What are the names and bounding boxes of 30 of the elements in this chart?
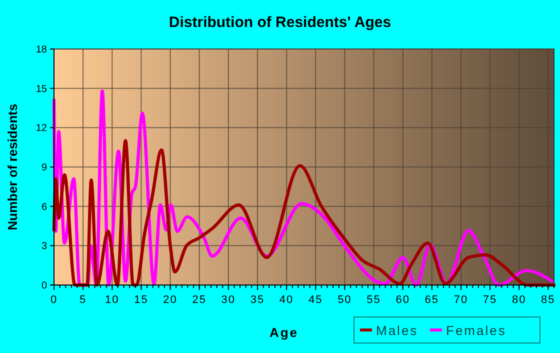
x-tick-label: 5 <box>80 294 87 306</box>
x-tick-label: 20 <box>163 294 178 306</box>
x-tick-label: 30 <box>221 294 236 306</box>
x-tick-label: 55 <box>366 294 381 306</box>
x-tick-label: 75 <box>482 294 498 306</box>
legend-label: Females <box>446 323 506 338</box>
x-tick-label: 45 <box>308 294 323 306</box>
y-tick-label: 12 <box>36 123 48 134</box>
x-tick-label: 0 <box>50 294 58 306</box>
legend-label: Males <box>376 323 418 338</box>
chart-title: Distribution of Residents' Ages <box>168 14 392 31</box>
y-tick-label: 9 <box>41 162 48 174</box>
x-tick-label: 80 <box>512 294 526 306</box>
x-axis-title: Age <box>269 325 299 340</box>
y-tick-label: 3 <box>41 241 48 252</box>
x-tick-label: 15 <box>134 294 148 306</box>
y-axis-title: Number of residents <box>5 104 20 230</box>
x-tick-label: 35 <box>250 294 265 306</box>
x-tick-label: 65 <box>424 294 440 306</box>
x-tick-label: 40 <box>279 294 294 306</box>
x-tick-label: 50 <box>338 294 352 306</box>
y-tick-label: 0 <box>41 280 48 292</box>
x-tick-label: 70 <box>454 294 468 306</box>
x-tick-label: 10 <box>105 294 120 306</box>
y-tick-label: 18 <box>36 44 48 56</box>
y-tick-label: 15 <box>36 84 48 95</box>
y-tick-label: 6 <box>41 202 48 213</box>
x-tick-label: 60 <box>396 294 410 306</box>
x-tick-label: 25 <box>192 294 206 306</box>
x-tick-label: 85 <box>541 294 556 306</box>
